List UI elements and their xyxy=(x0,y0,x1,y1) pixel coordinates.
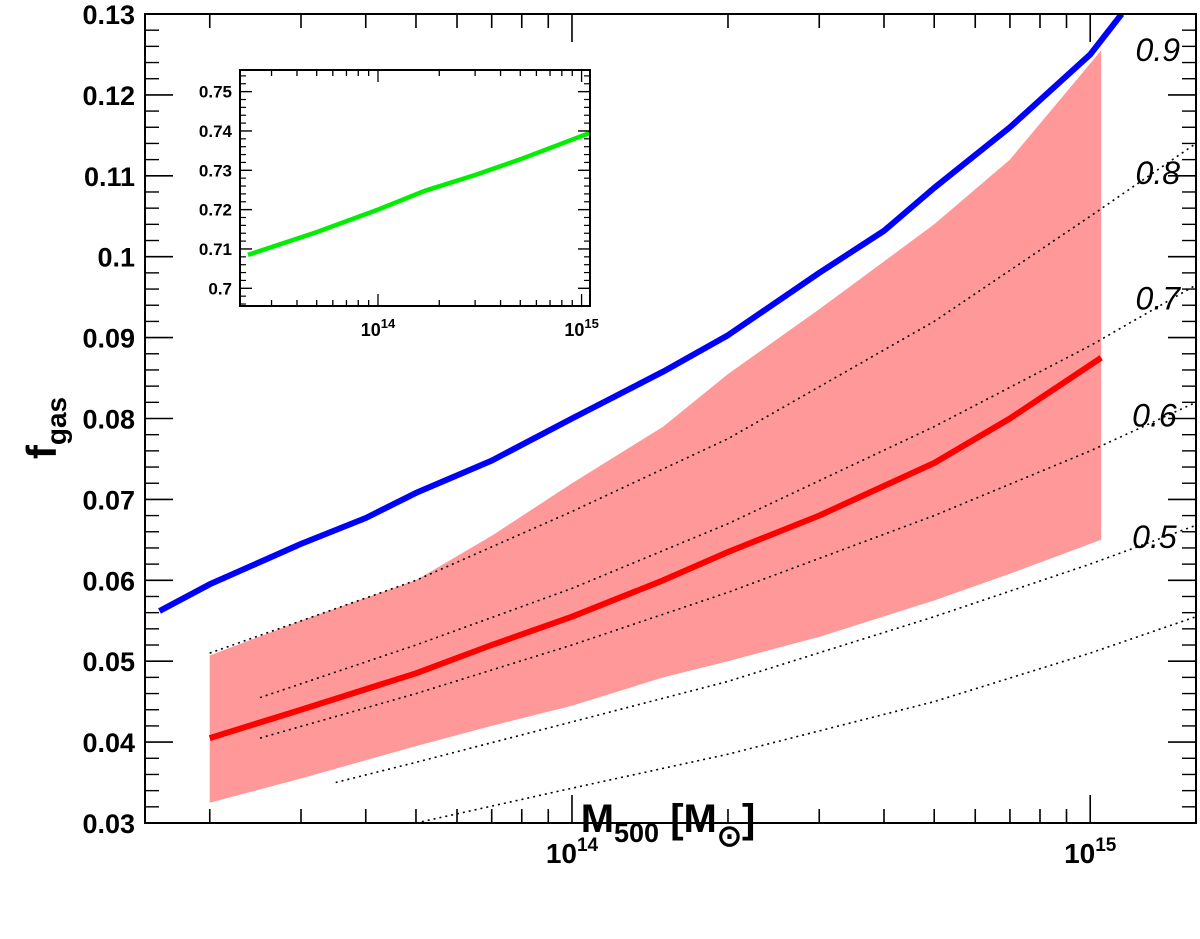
main-axis-ticks: 0.03 0.04 0.05 0.06 0.07 0.08 0.09 0.1 0.11 0.12 0… xyxy=(82,0,1196,869)
inset-bg-rect xyxy=(240,70,590,306)
contour-label: 0.6 xyxy=(1132,398,1177,434)
y-tick-label: 0.13 xyxy=(82,0,135,30)
contour-line-3 xyxy=(259,284,1196,699)
inset-y-tick-label: 0.73 xyxy=(199,161,232,180)
uncertainty-band-layer xyxy=(209,50,1102,803)
x-axis-title: M500 [M⊙] xyxy=(581,797,756,853)
contour-label: 0.8 xyxy=(1136,155,1181,191)
contour-label: 0.7 xyxy=(1136,280,1182,316)
y-tick-label: 0.12 xyxy=(82,81,135,111)
contour-labels-layer: 0.9 0.8 0.7 0.6 0.5 xyxy=(1132,32,1181,555)
inset-background xyxy=(240,70,590,306)
inset-ratio-line xyxy=(247,130,590,258)
uncertainty-band xyxy=(209,50,1102,803)
y-tick-label: 0.1 xyxy=(97,243,135,273)
inset-y-tick-label: 0.74 xyxy=(199,122,233,141)
inset-axis-ticks: 0.7 0.71 0.72 0.73 0.74 0.75 1014 1015 xyxy=(199,70,599,340)
inset-x-tick-label: 1014 xyxy=(361,316,396,340)
inset-y-tick-label: 0.71 xyxy=(199,240,232,259)
inset-series-layer xyxy=(247,130,590,258)
contour-label: 0.9 xyxy=(1136,32,1181,68)
y-tick-label: 0.09 xyxy=(82,324,135,354)
upper-bound-line xyxy=(158,14,1125,614)
y-tick-label: 0.11 xyxy=(84,162,135,192)
contour-line-2 xyxy=(259,401,1196,739)
contour-lines-layer xyxy=(209,142,1196,823)
y-tick-label: 0.08 xyxy=(82,405,135,435)
y-tick-label: 0.03 xyxy=(82,809,135,839)
best-fit-line xyxy=(208,355,1103,741)
y-tick-label: 0.05 xyxy=(82,647,135,677)
y-axis-title: fgas xyxy=(18,397,72,459)
inset-axes-frame xyxy=(239,69,591,307)
inset-y-tick-label: 0.7 xyxy=(208,279,232,298)
y-tick-label: 0.07 xyxy=(82,485,135,515)
contour-label: 0.5 xyxy=(1132,519,1177,555)
inset-frame-rect xyxy=(239,69,591,307)
y-tick-label: 0.06 xyxy=(82,566,135,596)
inset-y-tick-label: 0.75 xyxy=(199,83,232,102)
series-layer xyxy=(158,14,1125,741)
inset-y-tick-label: 0.72 xyxy=(199,201,232,220)
x-tick-label: 1015 xyxy=(1064,835,1117,869)
y-tick-label: 0.04 xyxy=(82,728,135,758)
inset-x-tick-label: 1015 xyxy=(564,316,599,340)
x-tick-label: 1014 xyxy=(546,835,599,869)
contour-line-0 xyxy=(415,615,1196,823)
